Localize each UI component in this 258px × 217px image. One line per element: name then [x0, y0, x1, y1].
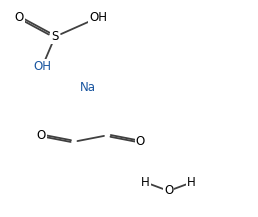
Text: OH: OH: [33, 60, 51, 73]
Text: O: O: [136, 135, 145, 148]
Text: O: O: [15, 11, 24, 24]
Text: O: O: [36, 129, 46, 142]
Text: OH: OH: [89, 11, 107, 24]
Text: Na: Na: [80, 81, 96, 94]
Text: H: H: [141, 176, 150, 189]
Text: H: H: [187, 176, 196, 189]
Text: O: O: [164, 184, 173, 197]
Text: S: S: [51, 30, 59, 43]
